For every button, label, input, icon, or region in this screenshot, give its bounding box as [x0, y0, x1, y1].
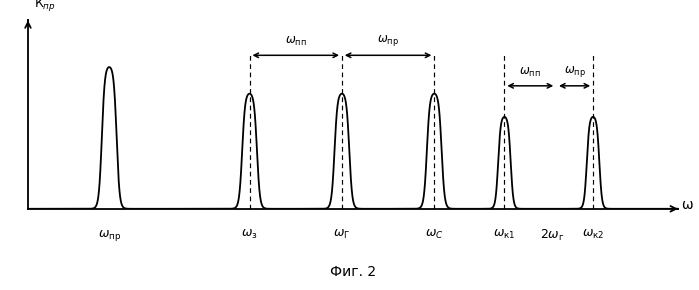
Text: $\omega_{\text{пр}}$: $\omega_{\text{пр}}$: [563, 64, 586, 79]
Text: Фиг. 2: Фиг. 2: [330, 265, 376, 279]
Text: $2\omega_{\text{г}}$: $2\omega_{\text{г}}$: [540, 228, 565, 243]
Text: $\omega_{\text{пп}}$: $\omega_{\text{пп}}$: [519, 66, 541, 79]
Text: ω: ω: [682, 198, 693, 212]
Text: $\omega_{\text{к2}}$: $\omega_{\text{к2}}$: [582, 228, 604, 241]
Text: $\omega_{\text{з}}$: $\omega_{\text{з}}$: [241, 228, 258, 241]
Text: К$_{пр}$: К$_{пр}$: [34, 0, 57, 13]
Text: $\omega_{\Gamma}$: $\omega_{\Gamma}$: [333, 228, 351, 241]
Text: $\omega_{\text{к1}}$: $\omega_{\text{к1}}$: [493, 228, 516, 241]
Text: $\omega_{\text{пр}}$: $\omega_{\text{пр}}$: [98, 228, 121, 243]
Text: $\omega_{\text{пр}}$: $\omega_{\text{пр}}$: [377, 33, 399, 48]
Text: $\omega_{\text{пп}}$: $\omega_{\text{пп}}$: [284, 35, 307, 48]
Text: $\omega_{C}$: $\omega_{C}$: [425, 228, 444, 241]
